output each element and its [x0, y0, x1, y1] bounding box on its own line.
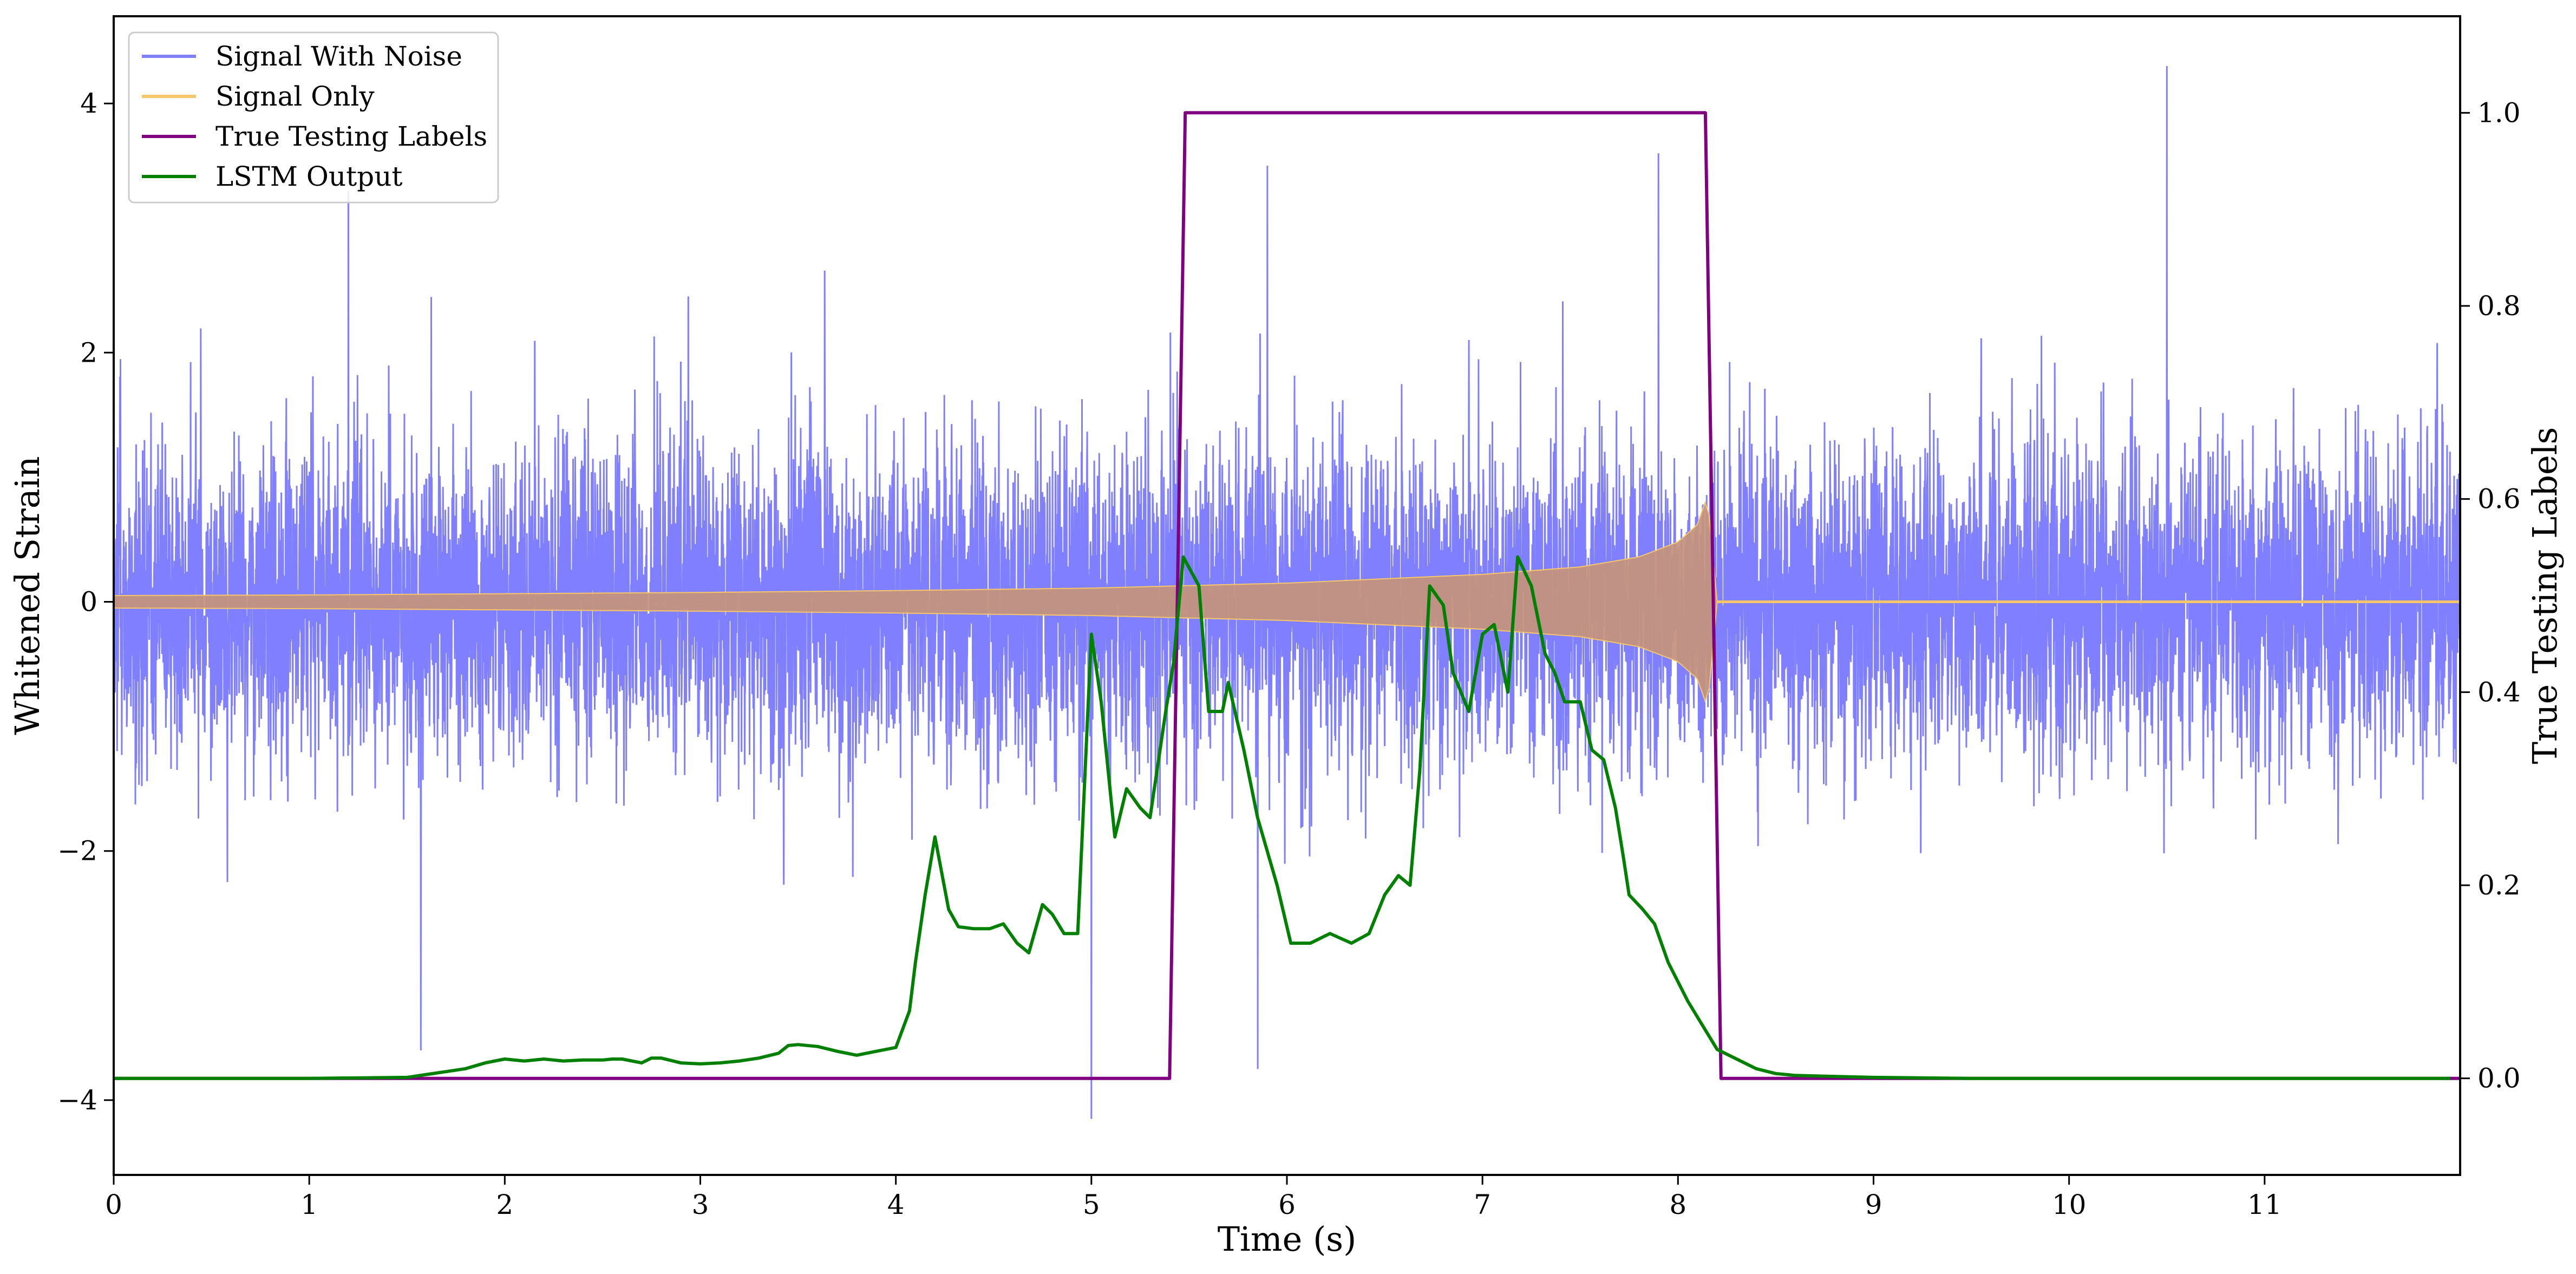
- series-true-testing-labels: [114, 111, 2460, 1080]
- x-tick-label: 11: [2247, 1189, 2282, 1220]
- y-tick-label: 2: [80, 337, 97, 368]
- x-axis-title: Time (s): [1218, 1219, 1357, 1259]
- y2-tick-label: 0.8: [2477, 290, 2521, 322]
- y-axis-right: 0.0 0.2 0.4 0.6 0.8 1.0: [2460, 97, 2521, 1094]
- series-signal-with-noise: [114, 66, 2460, 1119]
- y-tick-label: 0: [80, 586, 97, 618]
- y2-tick-label: 0.4: [2477, 676, 2521, 708]
- x-tick-label: 4: [887, 1189, 905, 1220]
- series-lstm-output: [114, 555, 2450, 1080]
- y2-tick-label: 0.6: [2477, 484, 2521, 515]
- x-tick-label: 5: [1083, 1189, 1100, 1220]
- y2-tick-label: 0.0: [2477, 1063, 2521, 1094]
- x-axis: 0 1 2 3 4 5 6 7 8 9 10 11: [105, 1175, 2282, 1220]
- y-tick-label: −4: [57, 1084, 97, 1116]
- x-tick-label: 8: [1669, 1189, 1686, 1220]
- x-tick-label: 6: [1278, 1189, 1296, 1220]
- x-tick-label: 1: [300, 1189, 318, 1220]
- legend-label: Signal Only: [215, 81, 375, 112]
- legend-box: [128, 31, 499, 204]
- x-tick-label: 10: [2052, 1189, 2087, 1220]
- y-axis-title: Whitened Strain: [8, 456, 47, 735]
- x-tick-label: 2: [496, 1189, 513, 1220]
- x-tick-label: 0: [105, 1189, 122, 1220]
- plot-area: [114, 66, 2460, 1119]
- legend: Signal With Noise Signal Only True Testing…: [128, 31, 499, 204]
- legend-label: LSTM Output: [215, 161, 402, 192]
- y2-axis-title: True Testing Labels: [2525, 427, 2565, 765]
- y-axis-left: −4 −2 0 2 4: [57, 88, 114, 1116]
- x-tick-label: 3: [692, 1189, 709, 1220]
- legend-label: Signal With Noise: [215, 41, 462, 72]
- x-tick-label: 7: [1474, 1189, 1491, 1220]
- y-tick-label: 4: [80, 88, 97, 119]
- legend-label: True Testing Labels: [215, 121, 487, 152]
- y2-tick-label: 1.0: [2477, 97, 2521, 128]
- y2-tick-label: 0.2: [2477, 870, 2521, 901]
- x-tick-label: 9: [1865, 1189, 1882, 1220]
- y-tick-label: −2: [57, 835, 97, 867]
